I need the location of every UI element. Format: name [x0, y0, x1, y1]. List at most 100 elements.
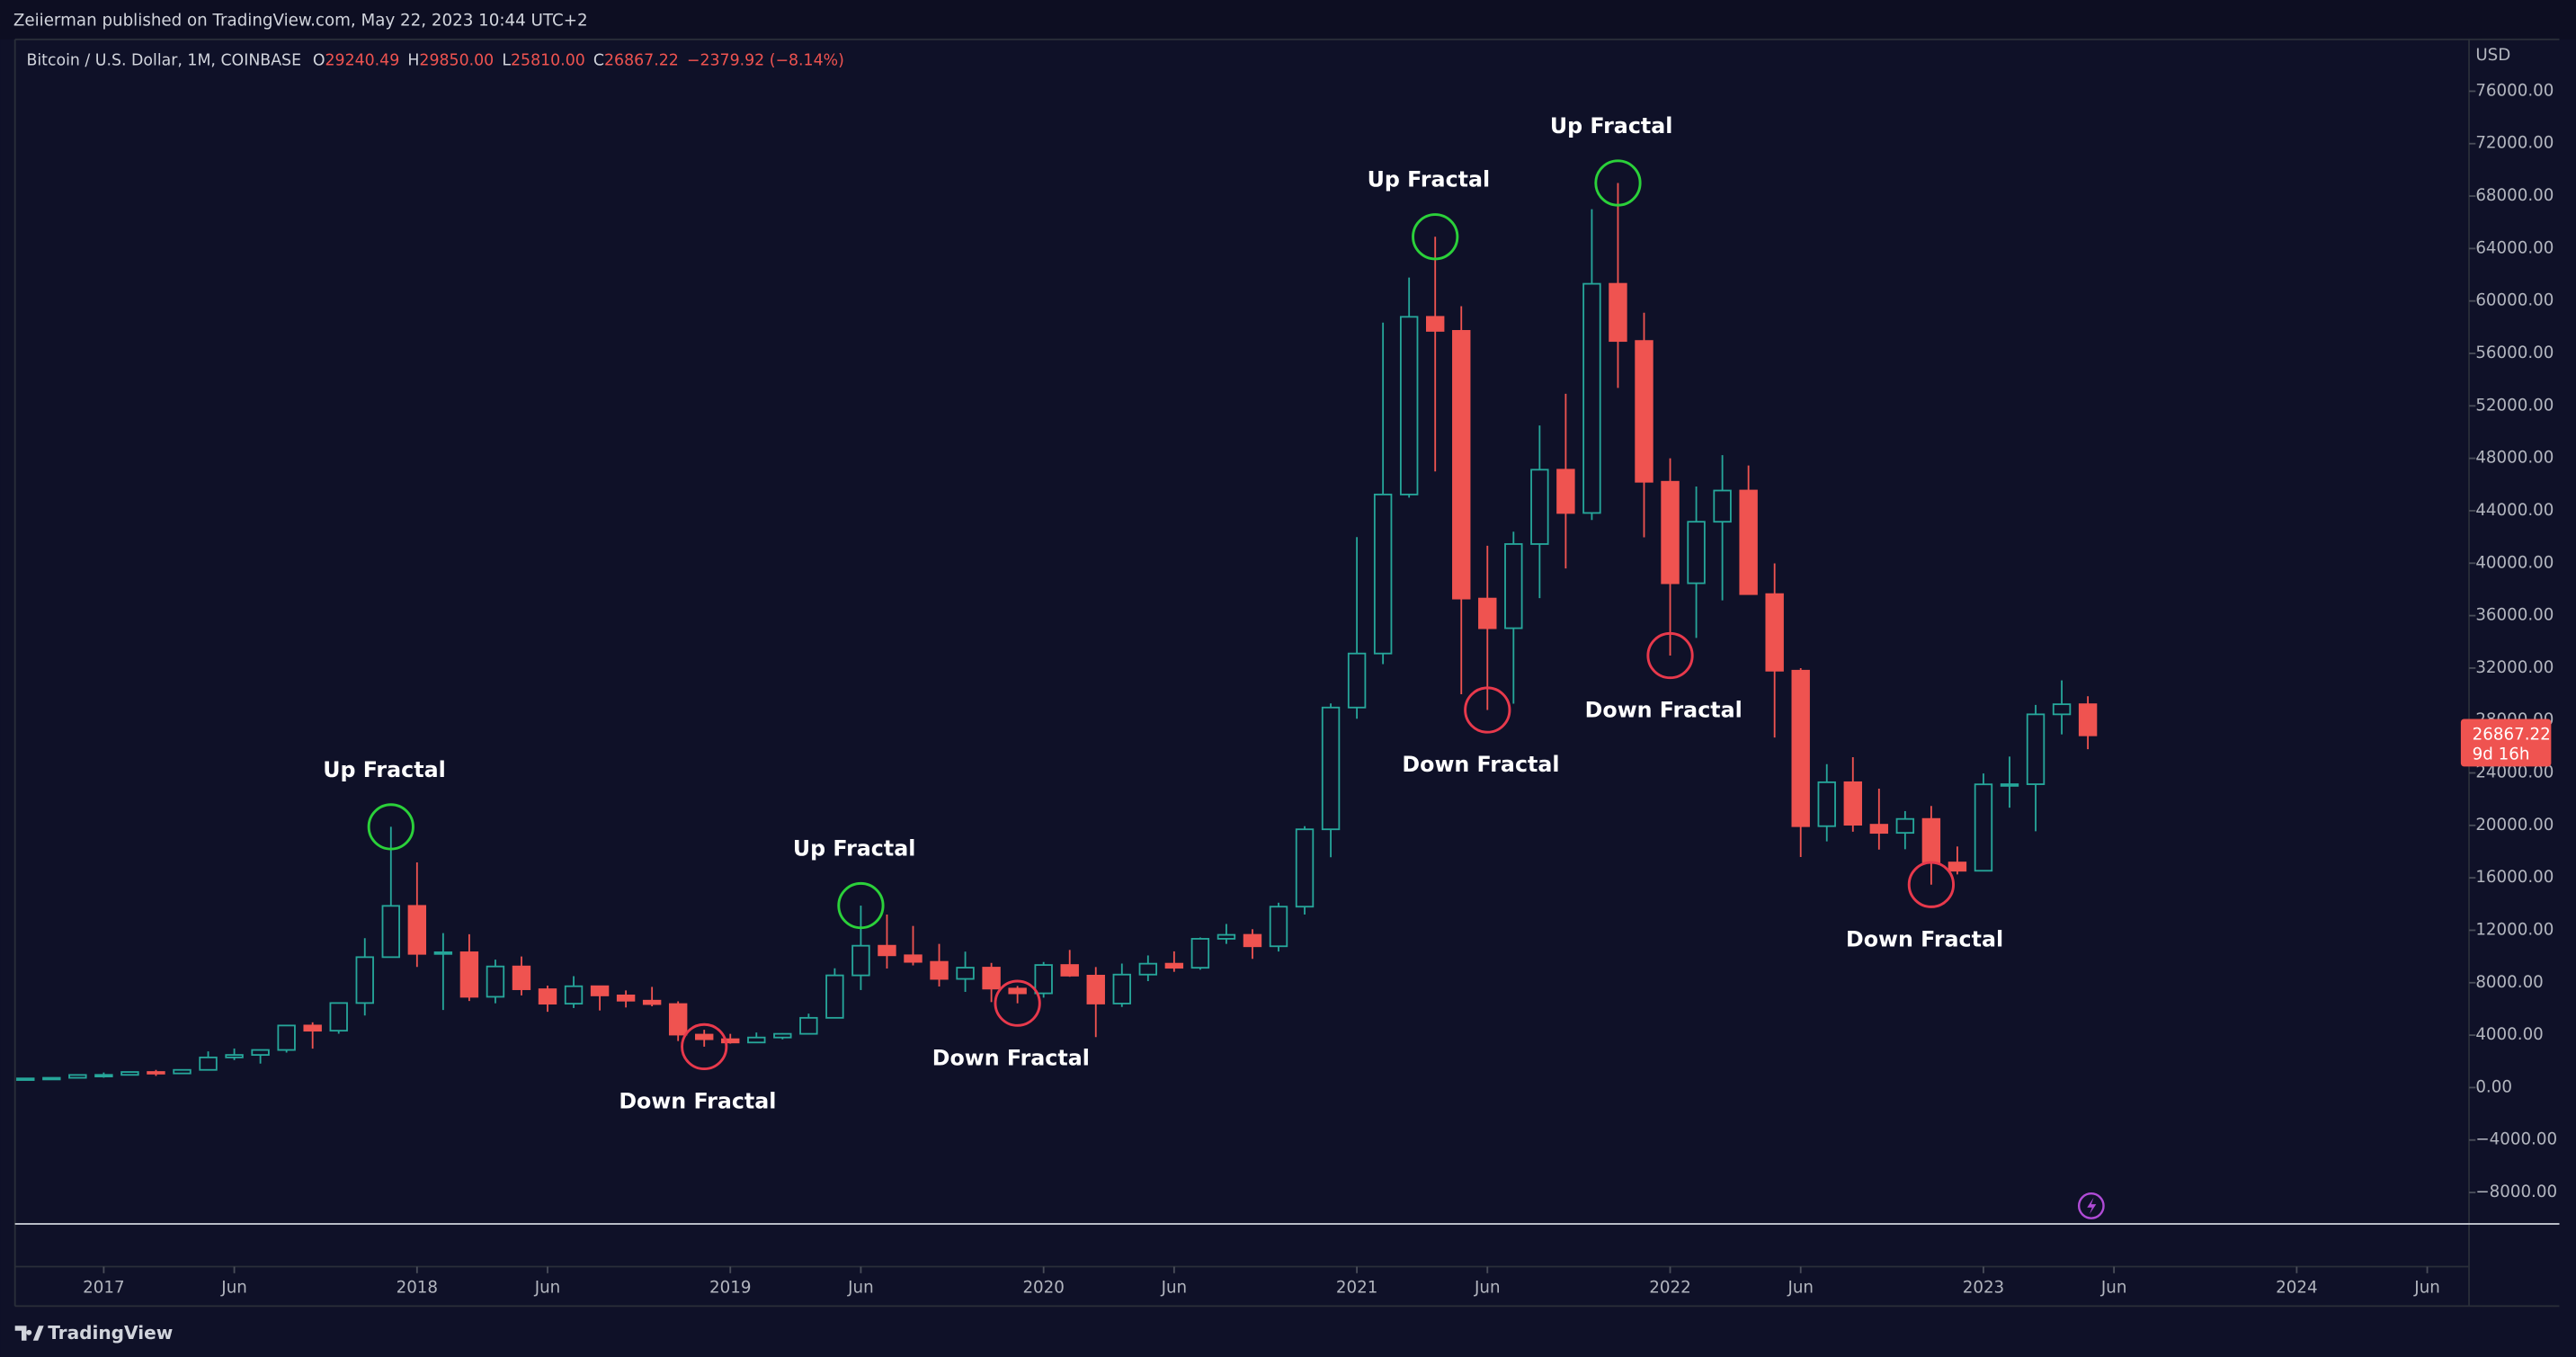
fractal-label: Down Fractal [1402, 752, 1559, 777]
x-tick-label: 2020 [1022, 1278, 1064, 1297]
candle-body [930, 960, 949, 980]
y-tick-label: 24000.00 [2475, 763, 2554, 782]
candle-body [1164, 962, 1184, 969]
fractal-marker [1412, 213, 1459, 261]
candle-body [68, 1074, 87, 1079]
last-price-tag [2460, 719, 2552, 767]
y-tick-label: 72000.00 [2475, 134, 2554, 153]
fractal-marker [1646, 631, 1694, 680]
candle-body [538, 988, 557, 1005]
y-tick-label: 64000.00 [2475, 238, 2554, 257]
candle-body [1269, 906, 1288, 948]
x-tick-label: 2022 [1649, 1278, 1690, 1297]
y-tick-label: 40000.00 [2475, 553, 2554, 572]
last-price-label: 26867.22 [2473, 726, 2551, 745]
candle-body [721, 1038, 740, 1044]
fractal-label: Down Fractal [1585, 698, 1743, 723]
y-tick-label: 36000.00 [2475, 606, 2554, 625]
candle-body [1635, 340, 1653, 483]
ohlc-key: L [502, 52, 511, 70]
candle-body [329, 1002, 348, 1032]
x-tick-label: Jun [1787, 1278, 1814, 1297]
y-tick-label: 20000.00 [2475, 816, 2554, 835]
tradingview-logo[interactable] [14, 1326, 44, 1341]
fractal-marker [367, 803, 414, 851]
x-tick-label: 2018 [397, 1278, 438, 1297]
candle-body [1869, 824, 1889, 835]
x-tick-label: Jun [847, 1278, 874, 1297]
ohlc-key: C [593, 52, 604, 70]
fractal-marker [1907, 861, 1956, 908]
header-bar [0, 0, 2576, 40]
candle-body [1295, 828, 1315, 908]
y-tick-label: 16000.00 [2475, 868, 2554, 887]
candle-body [16, 1077, 35, 1081]
candle-body [1609, 282, 1627, 343]
y-tick-label: −4000.00 [2475, 1130, 2557, 1149]
symbol-name: Bitcoin / U.S. Dollar, 1M, COINBASE [26, 52, 301, 70]
candle-body [1399, 316, 1419, 495]
candle-body [1138, 962, 1158, 976]
ohlc-value: 26867.22 [604, 52, 679, 70]
fractal-label: Down Fractal [932, 1045, 1090, 1070]
published-note: Zeiierman published on TradingView.com, … [13, 12, 588, 31]
candle-body [851, 944, 870, 977]
candle-body [1034, 964, 1053, 995]
candle-body [303, 1024, 322, 1032]
y-tick-label: 76000.00 [2475, 81, 2554, 100]
candle-body [590, 985, 610, 996]
fractal-marker [1594, 159, 1642, 207]
candle-body [277, 1024, 296, 1051]
fractal-label: Down Fractal [1846, 926, 2003, 951]
candle-body [1556, 469, 1575, 514]
candle-body [512, 965, 531, 990]
candle-body [564, 985, 584, 1005]
candle-body [2026, 713, 2046, 785]
candle-body [799, 1016, 818, 1035]
candle-body [1217, 933, 1236, 940]
candle-body [1713, 489, 1732, 523]
change-value: −2379.92 (−8.14%) [687, 52, 844, 70]
candle-body [956, 967, 975, 980]
x-tick-label: Jun [2100, 1278, 2127, 1297]
ohlc-value: 29240.49 [325, 52, 399, 70]
candle-body [2052, 703, 2072, 716]
fractal-label: Up Fractal [1368, 167, 1491, 192]
candle-body [459, 951, 479, 998]
candle-body [1661, 480, 1680, 585]
candle-body [1739, 489, 1758, 595]
candle-body [1008, 987, 1027, 995]
ohlc-value: 25810.00 [511, 52, 585, 70]
candle-body [1843, 781, 1862, 826]
y-tick-label: −8000.00 [2475, 1183, 2557, 1201]
candle-body [1791, 669, 1810, 827]
candle-body [1530, 469, 1549, 545]
candle-body [2000, 783, 2019, 787]
countdown-label: 9d 16h [2473, 745, 2530, 764]
replay-icon[interactable] [2077, 1192, 2105, 1219]
candle-body [94, 1074, 113, 1078]
candle-body [616, 995, 636, 1002]
y-tick-label: 56000.00 [2475, 344, 2554, 362]
y-tick-label: 52000.00 [2475, 396, 2554, 415]
x-tick-label: Jun [220, 1278, 247, 1297]
ohlc-key: H [407, 52, 419, 70]
candle-body [1373, 493, 1393, 655]
candle-body [173, 1068, 192, 1075]
ohlc-value: 29850.00 [419, 52, 494, 70]
candle-body [982, 967, 1001, 990]
x-tick-label: Jun [1161, 1278, 1188, 1297]
candle-body [1086, 974, 1105, 1004]
fractal-label: Up Fractal [1550, 113, 1673, 138]
candle-body [904, 954, 923, 963]
candle-body [1582, 282, 1601, 514]
candle-body [747, 1036, 766, 1044]
candle-body [199, 1056, 218, 1071]
candle-body [1504, 543, 1523, 629]
candle-body [1060, 964, 1079, 977]
candle-body [1974, 783, 1993, 872]
candle-body [433, 951, 453, 955]
candle-body [642, 999, 662, 1005]
candle-body [825, 974, 844, 1019]
